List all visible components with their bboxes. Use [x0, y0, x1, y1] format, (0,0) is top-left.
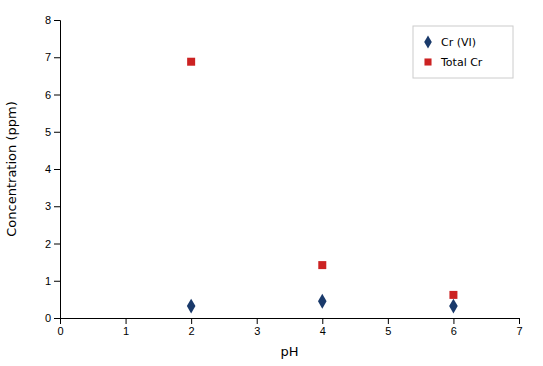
point — [318, 261, 326, 269]
legend-label: Total Cr — [440, 56, 483, 69]
tick: 3 — [254, 318, 260, 337]
tick-label: 0 — [45, 312, 51, 324]
legend-symbol — [424, 58, 431, 65]
tick: 7 — [516, 318, 522, 337]
tick-label: 1 — [45, 275, 51, 287]
legend-item: Cr (VI) — [424, 35, 476, 49]
tick-label: 0 — [57, 325, 63, 337]
tick: 1 — [45, 275, 60, 287]
tick: 5 — [45, 126, 60, 138]
tick-mark — [54, 206, 60, 207]
point — [449, 299, 458, 314]
chart: 0 1 2 3 4 5 6 7 0 1 2 3 4 5 6 7 8 Cr (VI) Total Cr pH Concen… — [0, 0, 543, 366]
tick-label: 2 — [45, 238, 51, 250]
x-axis: 0 1 2 3 4 5 6 7 — [57, 318, 522, 337]
tick-label: 4 — [45, 163, 51, 175]
tick: 5 — [385, 318, 391, 337]
tick: 4 — [45, 163, 60, 175]
tick-mark — [453, 318, 454, 324]
legend-box — [413, 26, 513, 78]
tick-label: 5 — [45, 126, 51, 138]
tick-label: 7 — [516, 325, 522, 337]
tick-label: 8 — [45, 14, 51, 26]
x-axis-title: pH — [280, 344, 298, 359]
tick-mark — [322, 318, 323, 324]
tick-label: 1 — [123, 325, 129, 337]
y-axis: 0 1 2 3 4 5 6 7 8 — [45, 14, 61, 324]
tick-label: 4 — [320, 325, 326, 337]
point — [449, 291, 457, 299]
axis-line — [61, 319, 520, 325]
series — [187, 294, 458, 314]
tick-mark — [54, 95, 60, 96]
tick-mark — [54, 57, 60, 58]
tick-mark — [54, 132, 60, 133]
tick-mark — [54, 244, 60, 245]
tick-mark — [388, 318, 389, 324]
tick-mark — [54, 318, 60, 319]
tick-label: 5 — [385, 325, 391, 337]
legend-item: Total Cr — [424, 56, 482, 69]
point — [187, 58, 195, 66]
tick-label: 7 — [45, 51, 51, 63]
point — [318, 294, 327, 309]
legend: Cr (VI) Total Cr — [413, 26, 513, 78]
tick-label: 2 — [189, 325, 195, 337]
series — [187, 58, 457, 299]
tick: 7 — [45, 51, 60, 63]
tick: 0 — [45, 312, 60, 324]
y-axis-title: Concentration (ppm) — [4, 101, 19, 236]
tick-mark — [519, 318, 520, 324]
tick-mark — [54, 169, 60, 170]
tick: 6 — [45, 89, 60, 101]
tick-mark — [54, 20, 60, 21]
tick-mark — [54, 281, 60, 282]
legend-label: Cr (VI) — [441, 36, 476, 49]
tick: 2 — [45, 238, 60, 250]
point — [187, 299, 196, 314]
tick: 0 — [57, 318, 63, 337]
tick-label: 3 — [45, 200, 51, 212]
tick-mark — [191, 318, 192, 324]
tick-label: 6 — [451, 325, 457, 337]
tick: 2 — [189, 318, 195, 337]
plot: 0 1 2 3 4 5 6 7 0 1 2 3 4 5 6 7 8 Cr (VI) Total Cr — [45, 14, 523, 337]
tick: 4 — [320, 318, 326, 337]
tick-mark — [126, 318, 127, 324]
tick: 8 — [45, 14, 60, 26]
tick: 3 — [45, 200, 60, 212]
tick-label: 3 — [254, 325, 260, 337]
tick-label: 6 — [45, 89, 51, 101]
axis-line — [54, 21, 61, 319]
legend-symbol — [424, 35, 432, 48]
tick-mark — [257, 318, 258, 324]
tick: 6 — [451, 318, 457, 337]
tick: 1 — [123, 318, 129, 337]
marks — [187, 58, 458, 314]
